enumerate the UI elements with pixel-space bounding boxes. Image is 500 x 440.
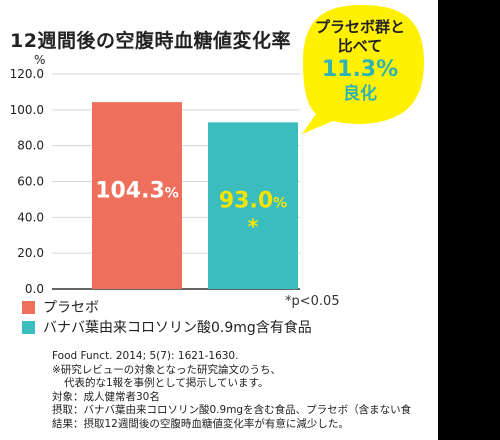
- bar: [208, 122, 298, 289]
- legend-label-placebo: プラセボ: [43, 300, 99, 316]
- bar: [92, 102, 182, 289]
- bar-value-label: 104.3%: [95, 179, 179, 204]
- callout-bubble: [302, 5, 424, 134]
- legend-swatch-placebo: [22, 300, 35, 314]
- note-line-2: 代表的な1報を事例として掲示しています。: [64, 377, 269, 390]
- note-line-5: 結果：摂取12週間後の空腹時血糖値変化率が有意に減少した。: [52, 417, 349, 430]
- legend-item-corosolic: バナバ葉由来コロソリン酸0.9mg含有食品: [22, 317, 312, 337]
- chart-title: 12週間後の空腹時血糖値変化率: [10, 30, 291, 52]
- y-tick-label: 100.0: [10, 103, 44, 117]
- y-tick-label: 80.0: [17, 139, 44, 153]
- y-tick-label: 120.0: [10, 67, 44, 81]
- callout-line2: 比べて: [337, 37, 383, 55]
- significance-note: *p<0.05: [285, 294, 340, 309]
- legend-swatch-corosolic: [22, 320, 35, 334]
- legend-item-placebo: プラセボ: [22, 297, 99, 317]
- significance-marker: *: [248, 215, 259, 239]
- y-tick-label: 60.0: [17, 175, 44, 189]
- note-line-4: 摂取：バナバ葉由来コロソリン酸0.9mgを含む食品、プラセボ（含まない食: [52, 404, 412, 417]
- y-axis-unit: %: [34, 53, 45, 67]
- note-line-1: ※研究レビューの対象となった研究論文のうち、: [52, 363, 281, 376]
- callout-line3: 良化: [343, 84, 377, 104]
- callout-value: 11.3%: [321, 57, 399, 82]
- y-tick-label: 40.0: [17, 210, 44, 224]
- legend-label-corosolic: バナバ葉由来コロソリン酸0.9mg含有食品: [43, 320, 312, 336]
- side-black-bar: [438, 0, 500, 440]
- bar-value-label: 93.0%: [219, 189, 287, 214]
- note-line-0: Food Funct. 2014; 5(7): 1621-1630.: [52, 350, 239, 362]
- callout-line1: プラセボ群と: [314, 18, 405, 36]
- note-line-3: 対象：成人健常者30名: [52, 390, 160, 403]
- y-tick-label: 0.0: [25, 282, 44, 296]
- study-notes: Food Funct. 2014; 5(7): 1621-1630. ※研究レビ…: [52, 350, 500, 432]
- y-tick-label: 20.0: [17, 246, 44, 260]
- callout-text: プラセボ群と 比べて 11.3% 良化: [300, 18, 420, 104]
